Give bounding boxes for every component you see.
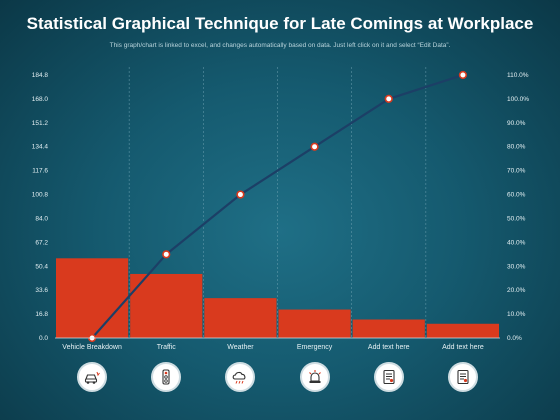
y-right-tick-label: 0.0% — [507, 335, 522, 342]
y-left-tick-label: 100.8 — [32, 192, 49, 199]
line-point-5 — [384, 94, 393, 104]
y-right-tick-label: 60.0% — [507, 192, 526, 199]
x-category-label: Traffic — [157, 344, 177, 351]
y-right-tick-label: 10.0% — [507, 311, 526, 318]
grid-layer — [128, 67, 427, 338]
bar-layer — [56, 258, 499, 338]
y-right-tick-label: 80.0% — [507, 144, 526, 151]
x-category-label: Vehicle Breakdown — [62, 344, 122, 351]
y-right-tick-label: 110.0% — [507, 72, 529, 79]
bar-6 — [426, 323, 499, 338]
y-left-tick-label: 117.6 — [32, 168, 48, 175]
x-category-label: Add text here — [368, 344, 410, 351]
y-right-tick-label: 100.0% — [507, 96, 529, 103]
y-right-tick-label: 20.0% — [507, 287, 526, 294]
x-category-label: Weather — [227, 344, 254, 351]
y-left-tick-label: 168.0 — [32, 96, 49, 103]
y-right-tick-label: 50.0% — [507, 215, 526, 222]
y-left-tick-label: 16.8 — [35, 311, 48, 318]
y-left-tick-label: 134.4 — [32, 144, 49, 151]
chart-title: Statistical Graphical Technique for Late… — [26, 14, 534, 33]
y-left-tick-label: 33.6 — [35, 287, 48, 294]
bar-1 — [56, 258, 129, 338]
y-left-tick-label: 151.2 — [32, 120, 49, 127]
y-left-tick-label: 84.0 — [35, 215, 48, 222]
y-right-tick-label: 70.0% — [507, 168, 526, 175]
y-right-tick-label: 30.0% — [507, 263, 526, 270]
bar-5 — [352, 319, 425, 338]
bar-2 — [130, 273, 203, 338]
line-point-6 — [458, 70, 468, 80]
line-point-3 — [236, 190, 245, 199]
line-point-4 — [310, 142, 319, 151]
y-left-tick-label: 0.0 — [39, 335, 48, 342]
y-left-tick-label: 50.4 — [35, 263, 48, 270]
x-category-label: Add text here — [442, 344, 484, 351]
line-point-2 — [162, 250, 171, 259]
cumulative-line — [91, 73, 464, 339]
bar-3 — [204, 298, 277, 338]
axis-layer: 0.0 16.8 33.6 50.4 67.2 84.0 100.8 117.6 134.4 15… — [32, 72, 530, 351]
x-category-label: Emergency — [297, 344, 333, 351]
y-right-tick-label: 40.0% — [507, 239, 526, 246]
bar-4 — [278, 309, 351, 338]
y-left-tick-label: 67.2 — [35, 239, 48, 246]
y-left-tick-label: 184.8 — [32, 72, 49, 79]
y-right-tick-label: 90.0% — [507, 120, 526, 127]
chart-subtitle: This graph/chart is linked to excel, and… — [109, 42, 451, 49]
